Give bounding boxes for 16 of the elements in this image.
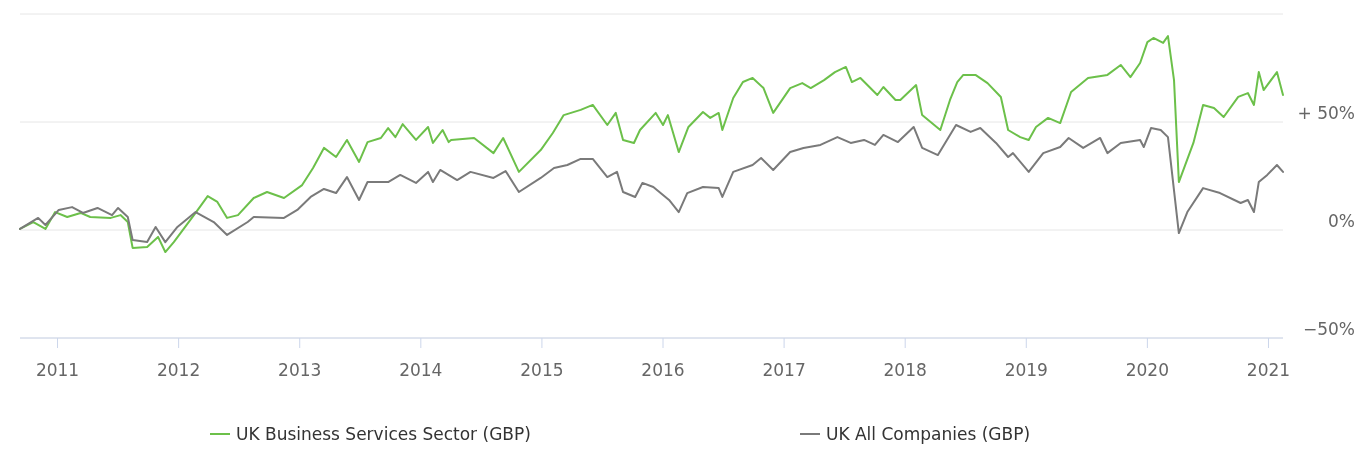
x-tick-label: 2014 [399,360,443,380]
x-tick-label: 2021 [1246,360,1291,380]
y-tick-label: + 50% [1297,103,1355,123]
x-tick-label: 2017 [762,360,806,380]
y-tick-label: 0% [1328,211,1355,231]
x-tick-label: 2020 [1125,360,1170,380]
x-tick-label: 2011 [35,360,80,380]
x-tick-label: 2015 [520,360,564,380]
legend-label: UK Business Services Sector (GBP) [236,424,531,444]
x-tick-label: 2013 [278,360,322,380]
x-tick-label: 2019 [1004,360,1048,380]
x-tick-label: 2012 [157,360,201,380]
x-tick-label: 2018 [883,360,927,380]
legend-label: UK All Companies (GBP) [826,424,1031,444]
x-tick-label: 2016 [641,360,685,380]
y-tick-label: −50% [1302,319,1355,339]
